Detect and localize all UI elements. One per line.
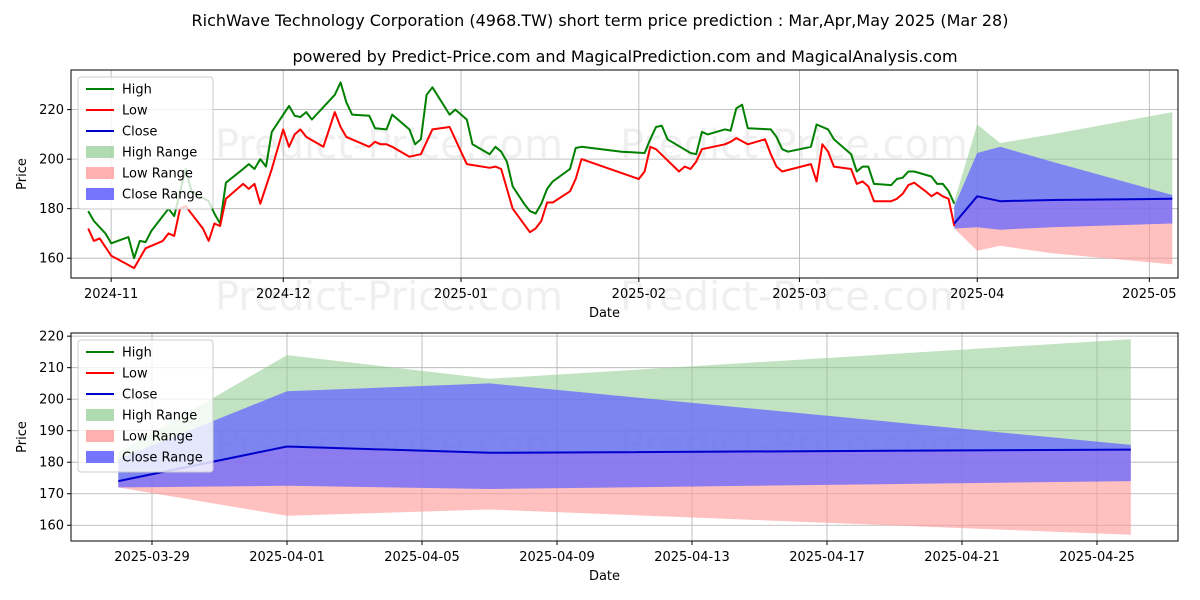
y-tick-label: 220: [39, 330, 64, 345]
x-tick-label: 2025-05: [1122, 287, 1176, 302]
legend-swatch-close-range: [86, 451, 114, 463]
legend-swatch-high-range: [86, 409, 114, 421]
high-series-line: [87, 81, 956, 260]
panel-forecast-zoom: Predict-Price.comPredict-Price.com2025-0…: [15, 330, 1179, 584]
x-tick-label: 2025-04-21: [924, 550, 1000, 565]
legend-label: Low Range: [122, 430, 193, 445]
x-tick-label: 2025-04-01: [249, 550, 325, 565]
y-tick-label: 180: [39, 202, 64, 217]
x-tick-label: 2025-04-09: [519, 550, 595, 565]
x-tick-label: 2025-03: [772, 287, 826, 302]
legend-swatch-low-range: [86, 430, 114, 442]
y-axis-label: Price: [15, 421, 30, 453]
legend-label: High Range: [122, 409, 197, 424]
x-tick-label: 2025-04-13: [654, 550, 730, 565]
legend-label: Low Range: [122, 167, 193, 182]
x-axis-label: Date: [589, 569, 620, 584]
legend-swatch-high-range: [86, 146, 114, 158]
legend-label: Low: [122, 104, 148, 119]
legend-label: Close: [122, 125, 157, 140]
y-tick-label: 190: [39, 424, 64, 439]
plot-frame: [70, 332, 1179, 542]
legend-label: High: [122, 346, 152, 361]
close-series-line: [953, 195, 1173, 225]
legend-label: Close Range: [122, 451, 203, 466]
legend-label: Close: [122, 388, 157, 403]
legend-swatch-close-range: [86, 188, 114, 200]
close-range-band: [118, 383, 1131, 489]
legend: High Low Close High Range Low Range Close Ran…: [77, 76, 214, 210]
x-tick-label: 2024-12: [256, 287, 310, 302]
y-tick-label: 200: [39, 153, 64, 168]
watermark-text: Predict-Price.com: [215, 274, 563, 320]
watermark-text: Predict-Price.com: [620, 122, 968, 168]
y-tick-label: 160: [39, 519, 64, 534]
x-tick-label: 2025-04: [950, 287, 1004, 302]
y-tick-label: 210: [39, 361, 64, 376]
plot-frame: [70, 69, 1179, 279]
x-tick-label: 2025-01: [434, 287, 488, 302]
legend-label: High Range: [122, 146, 197, 161]
low-series-line: [87, 111, 956, 270]
grid: [71, 70, 1178, 278]
x-axis-label: Date: [589, 306, 620, 321]
legend-label: High: [122, 83, 152, 98]
legend-label: Close Range: [122, 188, 203, 203]
panel-history-and-forecast: Predict-Price.com Predict-Price.com Predic…: [15, 69, 1179, 321]
x-tick-label: 2025-03-29: [114, 550, 190, 565]
x-tick-label: 2024-11: [84, 287, 138, 302]
y-tick-label: 170: [39, 487, 64, 502]
close-range-band: [954, 146, 1173, 230]
y-tick-label: 220: [39, 103, 64, 118]
x-tick-label: 2025-04-25: [1059, 550, 1135, 565]
y-tick-label: 160: [39, 252, 64, 267]
y-tick-label: 180: [39, 456, 64, 471]
chart-subtitle: powered by Predict-Price.com and Magical…: [292, 47, 957, 66]
chart-title: RichWave Technology Corporation (4968.TW…: [192, 11, 1009, 30]
y-axis-label: Price: [15, 158, 30, 190]
y-tick-label: 200: [39, 393, 64, 408]
legend: High Low Close High Range Low Range Close Ran…: [77, 339, 214, 473]
legend-label: Low: [122, 367, 148, 382]
x-tick-label: 2025-02: [612, 287, 666, 302]
watermark-text: Predict-Price.com: [620, 274, 968, 320]
x-tick-label: 2025-04-05: [384, 550, 460, 565]
x-tick-label: 2025-04-17: [789, 550, 865, 565]
legend-swatch-low-range: [86, 167, 114, 179]
